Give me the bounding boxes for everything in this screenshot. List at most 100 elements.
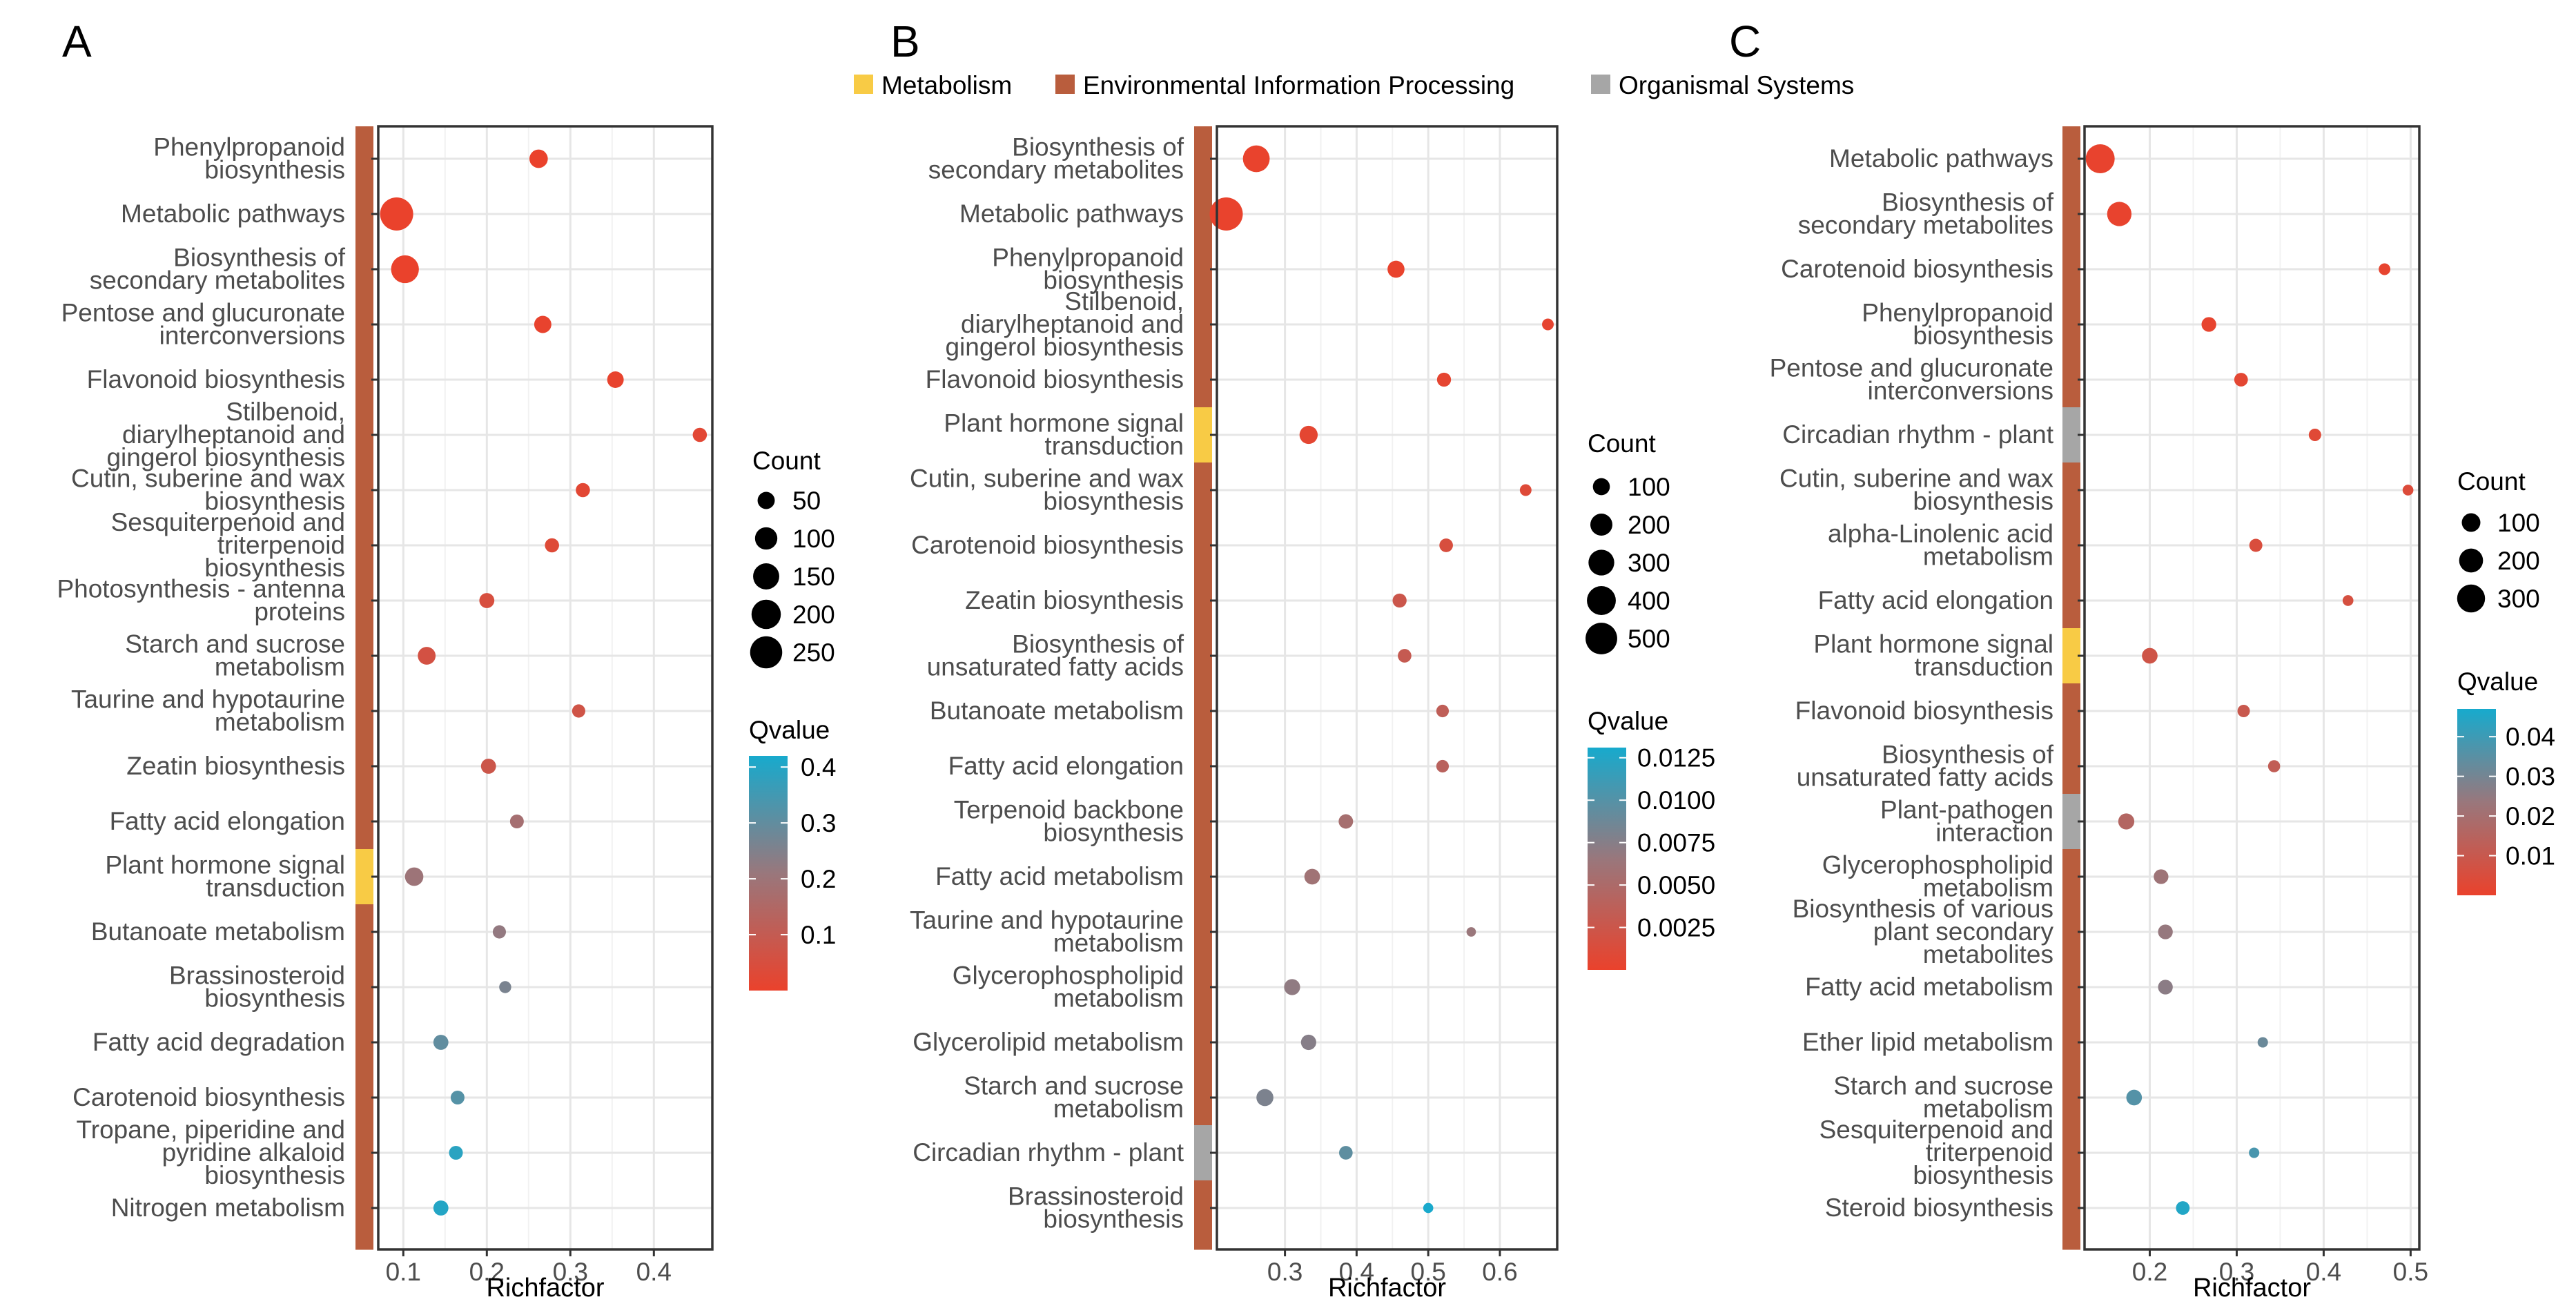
data-point [572,704,585,718]
pathway-label: Terpenoid backbone biosynthesis [954,796,1184,847]
data-point [1300,1034,1316,1051]
pathway-label: Metabolic pathways [1829,144,2053,173]
qvalue-legend: Qvalue 0.0025 0.0050 0.0075 0.0100 0.0125 [1588,707,1715,970]
pathway-label: Taurine and hypotaurine metabolism [910,906,1184,957]
pathway-label: Stilbenoid, diarylheptanoid and gingerol b… [945,287,1184,361]
count-legend-dot [2457,584,2486,613]
data-point [1436,704,1450,718]
category-legend-item: Organismal Systems [1591,71,1854,99]
pathway-label: Tropane, piperidine and pyridine alkaloid… [77,1116,345,1189]
category-band-segment [1194,573,1212,629]
data-point [1284,979,1300,995]
count-legend-dot [1585,623,1617,654]
category-band-segment [2062,186,2080,242]
count-legend-dot [754,527,778,550]
pathway-label: Fatty acid metabolism [1805,973,2053,1001]
x-axis-title: Richfactor [486,1274,604,1303]
data-point [2234,373,2248,387]
count-legend-title: Count [1588,429,1656,458]
category-legend-label: Organismal Systems [1619,71,1854,99]
data-point [1392,593,1407,608]
data-point [2201,317,2216,332]
category-legend-label: Metabolism [881,71,1012,99]
category-band-segment [1194,1015,1212,1071]
data-point [2237,705,2250,717]
qvalue-legend-label: 0.0125 [1637,744,1715,772]
pathway-label: Photosynthesis - antenna proteins [57,575,345,626]
qvalue-legend-label: 0.4 [801,753,836,781]
category-band-segment [2062,739,2080,795]
category-band-segment [1194,794,1212,850]
category-band-segment [355,407,373,463]
pathway-label: Circadian rhythm - plant [913,1138,1184,1167]
data-point [2126,1089,2143,1106]
category-band-segment [2062,794,2080,850]
count-legend-dot [1587,586,1616,615]
count-legend-dot [1588,549,1614,576]
data-point [2402,485,2414,496]
data-point [1304,868,1320,885]
category-band-segment [1194,1180,1212,1250]
count-legend-label: 150 [792,563,835,591]
pathway-label: Cutin, suberine and wax biosynthesis [71,465,345,516]
data-point [2118,813,2135,830]
pathway-label: Biosynthesis of secondary metabolites [1798,188,2054,240]
data-point [2154,869,2169,884]
count-legend-dot [753,563,779,590]
data-point [1299,425,1318,445]
count-legend-dot [757,491,775,509]
pathway-label: Fatty acid metabolism [935,862,1184,890]
pathway-label: alpha-Linolenic acid metabolism [1828,520,2053,571]
pathway-label: Biosynthesis of secondary metabolites [928,133,1184,184]
pathway-label: Pentose and glucuronate interconversions [1770,354,2053,405]
category-swatch [1591,75,1610,94]
plot-background [2085,126,2419,1249]
category-band-segment [355,573,373,629]
pathway-label: Flavonoid biosynthesis [87,365,345,393]
pathway-label: Flavonoid biosynthesis [926,365,1184,393]
data-point [1436,759,1450,773]
count-legend-label: 200 [1628,511,1670,539]
category-band-segment [355,1015,373,1071]
data-point [2249,1147,2260,1158]
data-point [2308,429,2321,441]
data-point [1466,927,1476,937]
data-point [1398,649,1412,663]
category-band-segment [1194,849,1212,905]
qvalue-legend: Qvalue 0.1 0.2 0.3 0.4 [749,716,836,991]
category-swatch [1055,75,1075,94]
data-point [2176,1201,2190,1215]
plot-background [1217,126,1557,1249]
category-band-segment [2062,573,2080,629]
category-band-segment [355,794,373,850]
x-tick-label: 0.3 [553,1258,588,1286]
x-tick-label: 0.6 [1482,1258,1517,1286]
panel-b: B Biosynthesis of secondary metabolites Met… [890,17,1715,1303]
pathway-label: Biosynthesis of secondary metabolites [90,244,346,295]
count-legend-dot [2461,513,2481,532]
category-band-segment [2062,960,2080,1015]
pathway-label: Zeatin biosynthesis [126,752,345,780]
category-band-segment [2062,352,2080,408]
pathway-label: Pentose and glucuronate interconversions [61,299,345,350]
category-swatch [854,75,873,94]
data-point [534,315,552,333]
category-band-segment [1194,739,1212,795]
category-band-segment [355,186,373,242]
count-legend-label: 100 [2497,509,2540,537]
data-point [2107,202,2132,226]
pathway-label: Sesquiterpenoid and triterpenoid biosynthe… [1819,1116,2053,1189]
data-point [529,149,548,168]
x-tick-label: 0.5 [1410,1258,1445,1286]
qvalue-legend-label: 0.2 [801,865,836,893]
data-point [1209,197,1243,231]
qvalue-colorbar [2457,709,2496,895]
category-band-segment [2062,1070,2080,1126]
plot-border [2083,125,2421,1251]
qvalue-legend-title: Qvalue [749,716,830,744]
qvalue-legend-title: Qvalue [2457,668,2538,696]
category-band-segment [2062,126,2080,187]
category-band-segment [1194,352,1212,408]
count-legend-title: Count [752,447,821,475]
pathway-label: Glycerophospholipid metabolism [1822,851,2053,902]
